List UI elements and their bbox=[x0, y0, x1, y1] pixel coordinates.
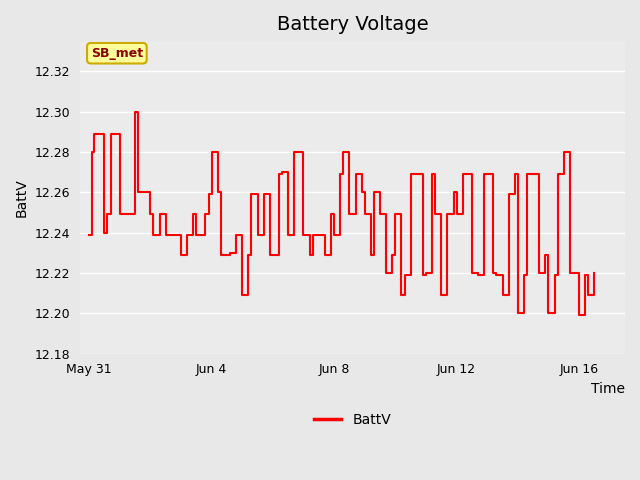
Legend: BattV: BattV bbox=[308, 408, 397, 432]
Title: Battery Voltage: Battery Voltage bbox=[276, 15, 428, 34]
Y-axis label: BattV: BattV bbox=[15, 178, 29, 216]
Text: SB_met: SB_met bbox=[91, 47, 143, 60]
X-axis label: Time: Time bbox=[591, 382, 625, 396]
